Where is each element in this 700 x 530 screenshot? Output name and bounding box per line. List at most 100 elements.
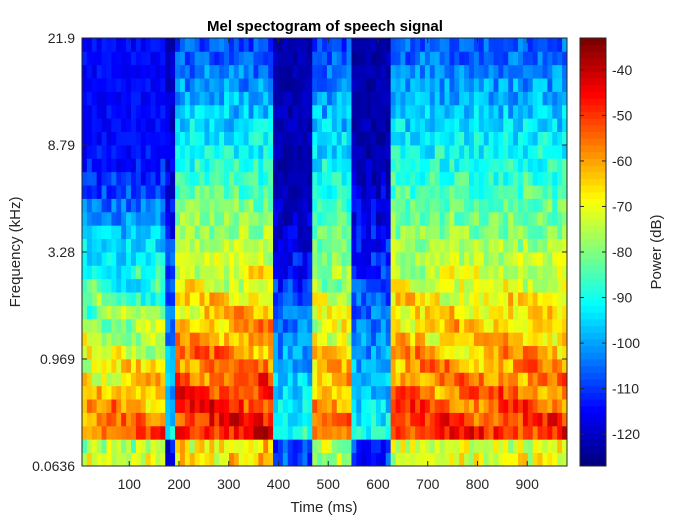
heatmap-cell <box>503 171 509 186</box>
heatmap-cell <box>86 412 93 427</box>
heatmap-cell <box>513 372 519 387</box>
heatmap-cell <box>307 185 313 199</box>
heatmap-cell <box>542 225 548 240</box>
heatmap-cell <box>189 64 196 79</box>
heatmap-cell <box>155 305 161 320</box>
heatmap-cell <box>331 51 338 66</box>
heatmap-cell <box>424 332 431 347</box>
heatmap-cell <box>312 38 318 52</box>
heatmap-cell <box>273 452 279 467</box>
heatmap-cell <box>126 198 132 213</box>
heatmap-cell <box>238 372 245 387</box>
heatmap-cell <box>547 238 553 253</box>
heatmap-cell <box>351 185 357 199</box>
heatmap-cell <box>513 198 519 213</box>
heatmap-cell <box>214 332 220 347</box>
heatmap-cell <box>297 252 303 266</box>
heatmap-cell <box>371 51 377 66</box>
heatmap-cell <box>307 131 313 146</box>
heatmap-cell <box>155 198 161 213</box>
heatmap-cell <box>356 91 362 106</box>
heatmap-cell <box>488 118 494 133</box>
heatmap-cell <box>527 238 534 253</box>
heatmap-cell <box>424 278 431 293</box>
heatmap-cell <box>145 425 151 440</box>
heatmap-cell <box>96 104 102 119</box>
heatmap-cell <box>522 104 529 119</box>
heatmap-cell <box>336 372 343 387</box>
heatmap-cell <box>380 385 387 400</box>
heatmap-cell <box>557 265 563 280</box>
heatmap-cell <box>214 78 220 92</box>
heatmap-cell <box>233 238 240 253</box>
heatmap-cell <box>326 385 333 400</box>
heatmap-cell <box>121 439 127 454</box>
heatmap-cell <box>395 385 401 400</box>
heatmap-cell <box>493 64 499 79</box>
heatmap-cell <box>307 439 313 454</box>
heatmap-cell <box>508 359 514 373</box>
heatmap-cell <box>106 91 112 106</box>
heatmap-cell <box>400 252 406 266</box>
heatmap-cell <box>106 51 112 66</box>
heatmap-cell <box>126 171 132 186</box>
heatmap-cell <box>224 198 230 213</box>
heatmap-cell <box>322 372 328 387</box>
heatmap-cell <box>547 185 553 199</box>
heatmap-cell <box>268 51 274 66</box>
colorbar-band <box>580 231 606 240</box>
heatmap-cell <box>478 292 485 306</box>
heatmap-cell <box>464 345 470 360</box>
heatmap-cell <box>444 305 450 320</box>
heatmap-cell <box>96 185 102 199</box>
heatmap-cell <box>444 265 450 280</box>
heatmap-cell <box>317 91 323 106</box>
heatmap-cell <box>273 198 279 213</box>
heatmap-cell <box>268 412 274 427</box>
heatmap-cell <box>508 171 514 186</box>
heatmap-cell <box>439 318 445 333</box>
heatmap-cell <box>238 104 245 119</box>
heatmap-cell <box>557 211 563 226</box>
heatmap-cell <box>532 211 539 226</box>
heatmap-cell <box>459 278 465 293</box>
heatmap-cell <box>145 211 151 226</box>
heatmap-cell <box>346 359 352 373</box>
heatmap-cell <box>322 145 328 159</box>
heatmap-cell <box>473 38 480 52</box>
heatmap-cell <box>444 318 450 333</box>
heatmap-cell <box>380 292 387 306</box>
heatmap-cell <box>209 305 215 320</box>
heatmap-cell <box>204 425 210 440</box>
heatmap-cell <box>537 225 543 240</box>
heatmap-cell <box>527 332 534 347</box>
heatmap-cell <box>390 118 396 133</box>
heatmap-cell <box>429 359 436 373</box>
heatmap-cell <box>346 198 352 213</box>
heatmap-cell <box>179 64 186 79</box>
heatmap-cell <box>469 359 475 373</box>
heatmap-cell <box>179 91 186 106</box>
heatmap-cell <box>483 185 490 199</box>
heatmap-cell <box>297 399 303 413</box>
heatmap-cell <box>493 345 499 360</box>
heatmap-cell <box>224 372 230 387</box>
heatmap-cell <box>204 51 210 66</box>
heatmap-cell <box>444 425 450 440</box>
heatmap-cell <box>375 359 382 373</box>
heatmap-cell <box>317 305 323 320</box>
heatmap-cell <box>478 412 485 427</box>
heatmap-cell <box>302 292 308 306</box>
heatmap-cell <box>82 278 88 293</box>
heatmap-cell <box>508 412 514 427</box>
heatmap-cell <box>277 64 284 79</box>
heatmap-cell <box>488 412 494 427</box>
heatmap-cell <box>444 238 450 253</box>
colorbar-band <box>580 332 606 340</box>
heatmap-cell <box>351 91 357 106</box>
heatmap-cell <box>135 198 142 213</box>
heatmap-cell <box>126 225 132 240</box>
heatmap-cell <box>527 185 534 199</box>
heatmap-cell <box>199 332 205 347</box>
heatmap-cell <box>91 332 98 347</box>
